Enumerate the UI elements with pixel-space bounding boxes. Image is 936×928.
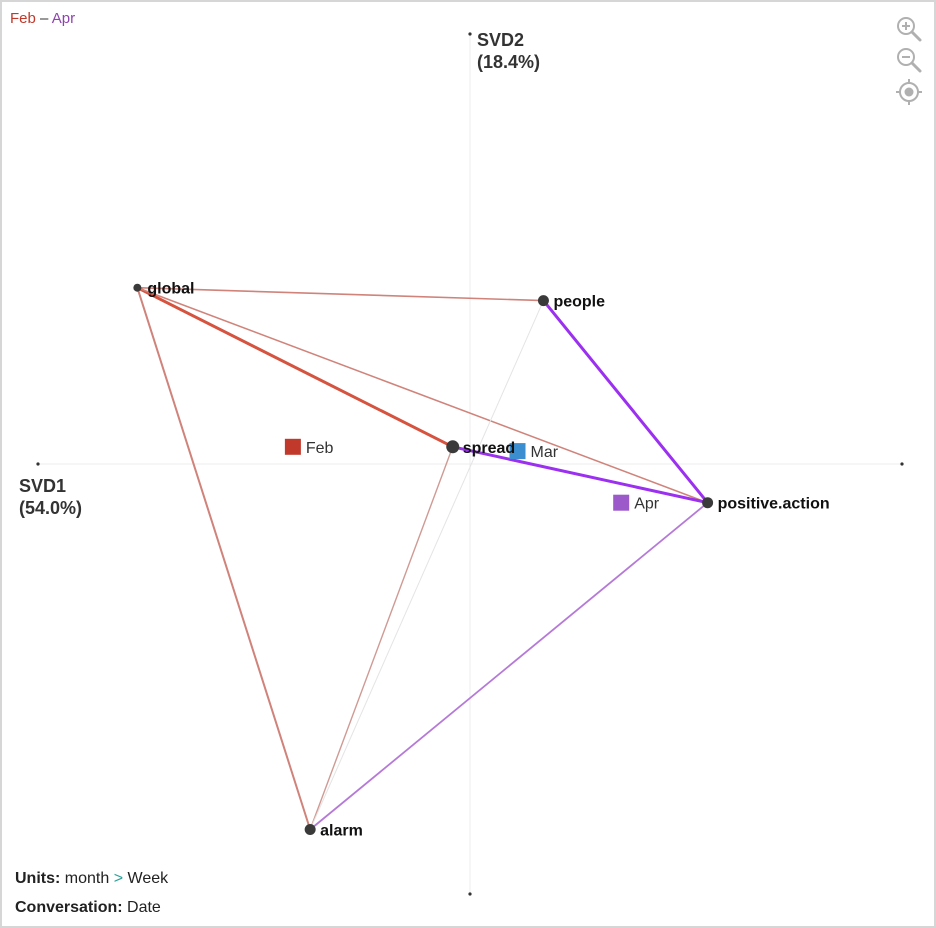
term-label-people: people: [553, 294, 605, 311]
range-start: Feb: [10, 10, 36, 27]
term-point-alarm[interactable]: [304, 824, 316, 835]
conversation-value[interactable]: Date: [127, 899, 161, 916]
term-label-alarm: alarm: [320, 823, 363, 840]
edge-alarm-people: [309, 300, 544, 830]
period-marker-apr[interactable]: [613, 494, 630, 511]
period-label-apr: Apr: [634, 496, 660, 513]
term-point-positive-action[interactable]: [702, 497, 714, 509]
units-value[interactable]: month: [64, 870, 110, 887]
edge-global-spread: [135, 286, 455, 449]
period-marker-mar[interactable]: [509, 443, 526, 460]
edge-spread-positive-action: [451, 445, 710, 505]
term-label-spread: spread: [463, 440, 515, 457]
axis-end-dot: [468, 32, 472, 36]
term-label-positive-action: positive.action: [718, 496, 830, 513]
edge-global-positive-action: [136, 286, 709, 504]
period-marker-feb[interactable]: [284, 438, 301, 455]
axis-end-dot: [36, 462, 40, 466]
x-axis-explained: (54.0%): [19, 498, 82, 518]
conversation-line: Conversation: Date: [15, 899, 161, 917]
edge-alarm-spread: [309, 446, 454, 831]
axis-end-dot: [468, 892, 472, 896]
period-label-feb: Feb: [306, 440, 334, 457]
period-label-mar: Mar: [531, 444, 559, 461]
term-point-global[interactable]: [133, 283, 142, 292]
units-value-2[interactable]: Week: [127, 870, 169, 887]
edge-global-alarm: [136, 286, 312, 831]
conversation-label: Conversation:: [15, 899, 123, 916]
edge-people-positive-action: [541, 299, 710, 505]
target-icon[interactable]: [895, 78, 923, 106]
x-axis-title: SVD1: [19, 476, 66, 496]
term-point-people[interactable]: [537, 295, 549, 307]
edge-alarm-positive-action: [309, 501, 709, 831]
units-separator: >: [113, 870, 124, 887]
y-axis-title: SVD2: [477, 30, 524, 50]
date-range-label: Feb – Apr: [10, 10, 75, 27]
term-label-global: global: [147, 281, 194, 298]
zoom-in-icon[interactable]: [895, 15, 923, 43]
zoom-out-icon[interactable]: [895, 46, 923, 74]
units-label: Units:: [15, 870, 61, 887]
term-point-spread[interactable]: [446, 440, 460, 454]
y-axis-explained: (18.4%): [477, 52, 540, 72]
edge-global-people: [136, 286, 545, 302]
range-end: Apr: [51, 10, 76, 27]
range-separator: –: [35, 10, 52, 27]
axis-end-dot: [900, 462, 904, 466]
units-line: Units: month > Week: [15, 870, 168, 888]
